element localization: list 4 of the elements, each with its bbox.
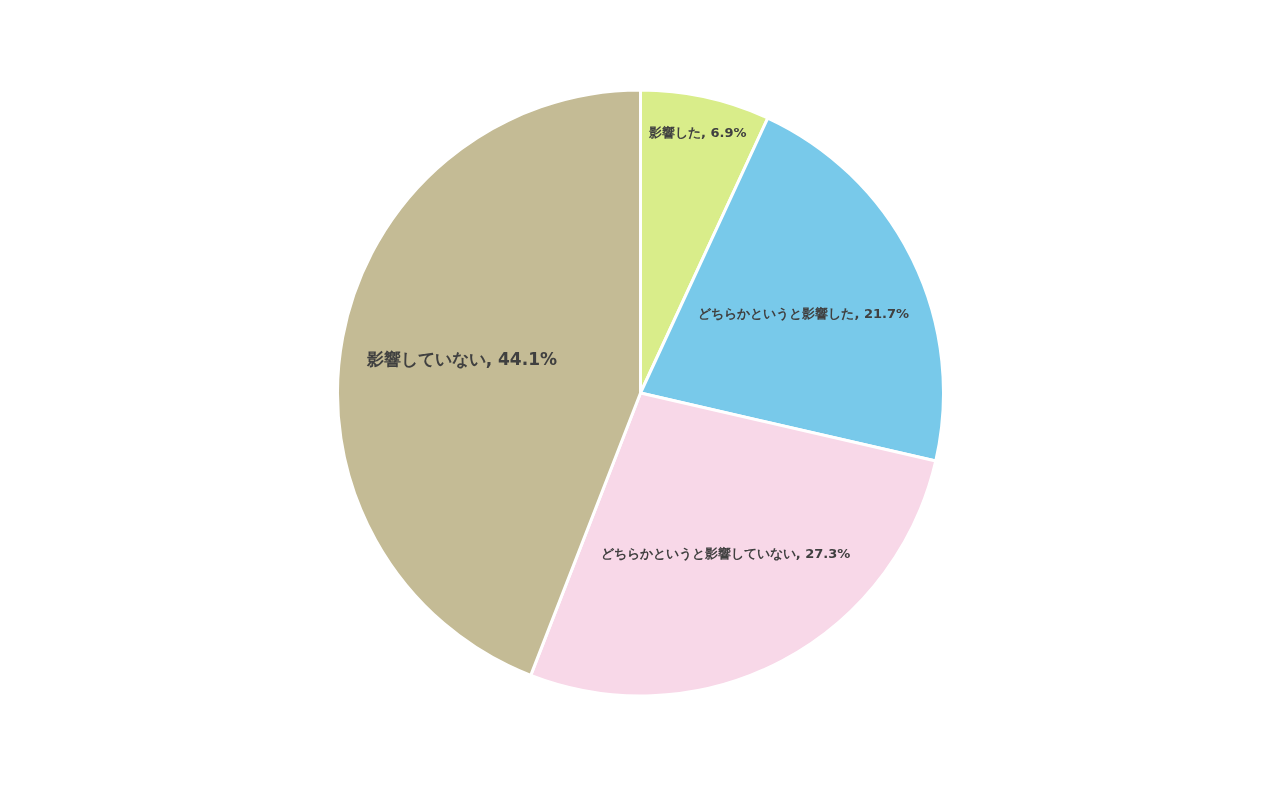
slice-label: どちらかというと影響していない, 27.3% bbox=[600, 546, 851, 562]
slice-label: どちらかというと影響した, 21.7% bbox=[698, 305, 910, 321]
slice-label: 影響していない, 44.1% bbox=[365, 349, 557, 370]
slice-label: 影響した, 6.9% bbox=[648, 125, 747, 141]
